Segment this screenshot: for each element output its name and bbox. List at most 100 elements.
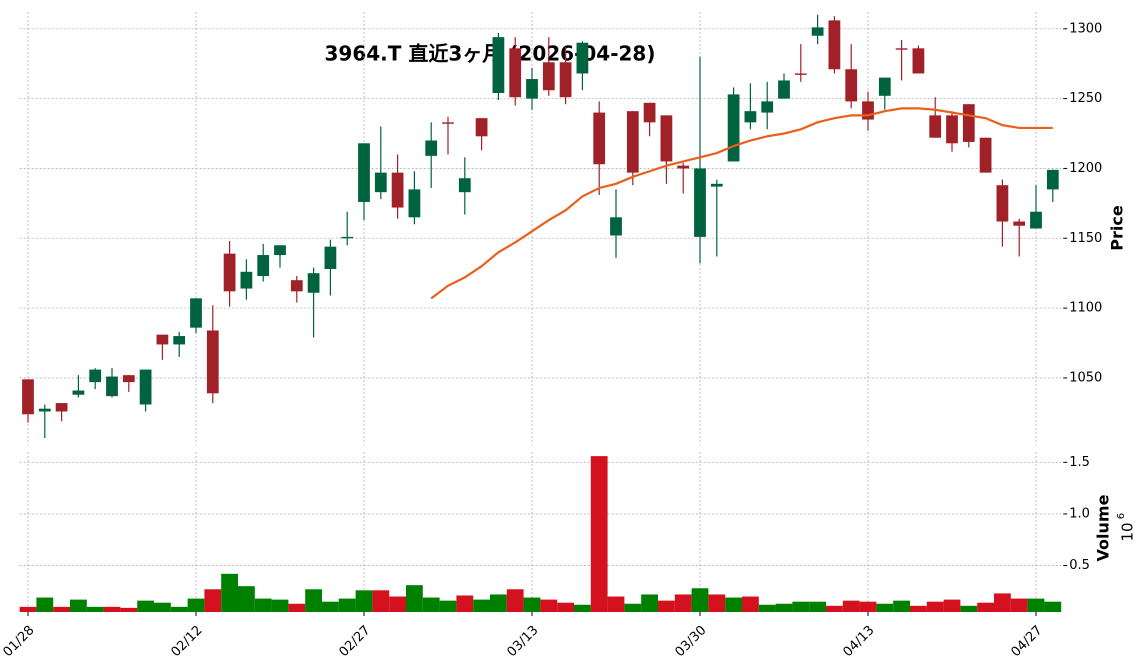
volume-bar: [305, 589, 322, 612]
candle-body: [761, 101, 774, 113]
volume-bar: [641, 594, 658, 612]
candle-body: [173, 336, 186, 345]
candle-body: [912, 48, 925, 74]
candle-body: [593, 112, 606, 165]
volume-bar: [960, 605, 978, 612]
y-tick-label: 1200: [1069, 161, 1102, 176]
candle-body: [206, 330, 219, 394]
volume-bar: [842, 600, 860, 612]
x-tick-label: 04/13: [840, 623, 877, 660]
candle-body: [358, 143, 370, 202]
candle-body: [710, 183, 723, 187]
volume-scale: 10 6: [1116, 513, 1137, 542]
volume-axis-label: Volume: [1094, 494, 1113, 561]
candle-body: [324, 246, 337, 270]
x-tick-label: 03/30: [672, 623, 709, 660]
volume-bar: [372, 590, 390, 612]
candle-body: [576, 42, 589, 74]
y-tick-label: 1.5: [1069, 455, 1090, 470]
candle-body: [374, 172, 387, 193]
volume-bar: [36, 597, 54, 612]
candle-body: [139, 369, 152, 405]
volume-bar: [977, 602, 994, 612]
candle-body: [929, 115, 942, 138]
chart-title: 3964.T 直近3ヶ月 (2026-04-28): [325, 42, 656, 66]
volume-bar: [204, 589, 222, 612]
candle-body: [290, 280, 303, 292]
volume-bar: [725, 597, 742, 612]
y-tick-label: 1250: [1069, 91, 1102, 106]
volume-bar: [137, 600, 154, 612]
price-axis-label: Price: [1108, 205, 1127, 251]
candle-body: [962, 104, 975, 142]
candle-body: [946, 115, 958, 144]
volume-bar: [590, 456, 608, 612]
candle-body: [307, 273, 320, 293]
candle-body: [475, 118, 488, 137]
volume-scale-base: 10: [1119, 522, 1137, 541]
x-tick-label: 03/13: [504, 623, 541, 660]
volume-bar: [1027, 598, 1045, 612]
candle-body: [190, 298, 202, 328]
volume-bar: [624, 603, 642, 612]
volume-bar: [691, 588, 709, 612]
candle-body: [106, 376, 118, 397]
candle-body: [55, 403, 68, 412]
candle-body: [677, 165, 690, 169]
candle-body: [811, 27, 824, 36]
volume-bar: [658, 600, 675, 612]
candle-body: [72, 390, 85, 395]
candle-body: [845, 69, 858, 102]
candle-body: [22, 379, 34, 415]
volume-bar: [53, 606, 70, 612]
volume-bar: [876, 603, 894, 612]
volume-bar: [271, 599, 289, 612]
candle-body: [458, 178, 471, 193]
volume-bar: [742, 596, 759, 612]
volume-bar: [557, 602, 574, 612]
volume-bar: [120, 607, 138, 612]
volume-bar: [19, 606, 37, 612]
volume-bar: [187, 598, 205, 612]
candle-body: [559, 62, 572, 98]
y-tick-label: 0.5: [1069, 558, 1090, 573]
volume-bar: [422, 597, 440, 612]
volume-bar: [859, 601, 877, 612]
volume-bar: [490, 594, 507, 612]
y-tick-label: 1150: [1069, 231, 1102, 246]
volume-bar: [288, 603, 306, 612]
x-tick-label: 01/28: [0, 623, 37, 660]
volume-bar: [792, 601, 810, 612]
y-tick-label: 1300: [1069, 21, 1102, 36]
y-tick-label: 1100: [1069, 301, 1102, 316]
candle-body: [694, 168, 706, 237]
candle-body: [862, 101, 874, 120]
volume-bar: [943, 599, 961, 612]
candle-body: [828, 20, 841, 70]
volume-bar: [406, 585, 423, 612]
volume-bar: [338, 598, 356, 612]
volume-bar: [809, 601, 826, 612]
moving-average-line: [430, 107, 1053, 300]
volume-scale-exponent: 6: [1116, 513, 1127, 519]
candle-body: [391, 172, 404, 208]
candle-body: [1046, 169, 1059, 190]
candle-body: [542, 62, 555, 91]
candle-body: [878, 77, 891, 96]
volume-bar: [826, 605, 843, 612]
volume-bar: [439, 600, 457, 612]
candle-body: [156, 334, 169, 345]
candle-body: [979, 137, 992, 173]
candle-body: [643, 102, 656, 123]
candle-body: [509, 48, 522, 98]
volume-bar: [523, 597, 541, 612]
volume-bar: [70, 599, 87, 612]
volume-bar: [674, 594, 692, 612]
candle-body: [526, 79, 538, 99]
volume-bar: [574, 604, 591, 612]
x-tick-label: 02/12: [168, 623, 205, 660]
candle-body: [610, 217, 622, 236]
volume-bar: [926, 601, 944, 612]
y-tick-label: 1.0: [1069, 506, 1090, 521]
